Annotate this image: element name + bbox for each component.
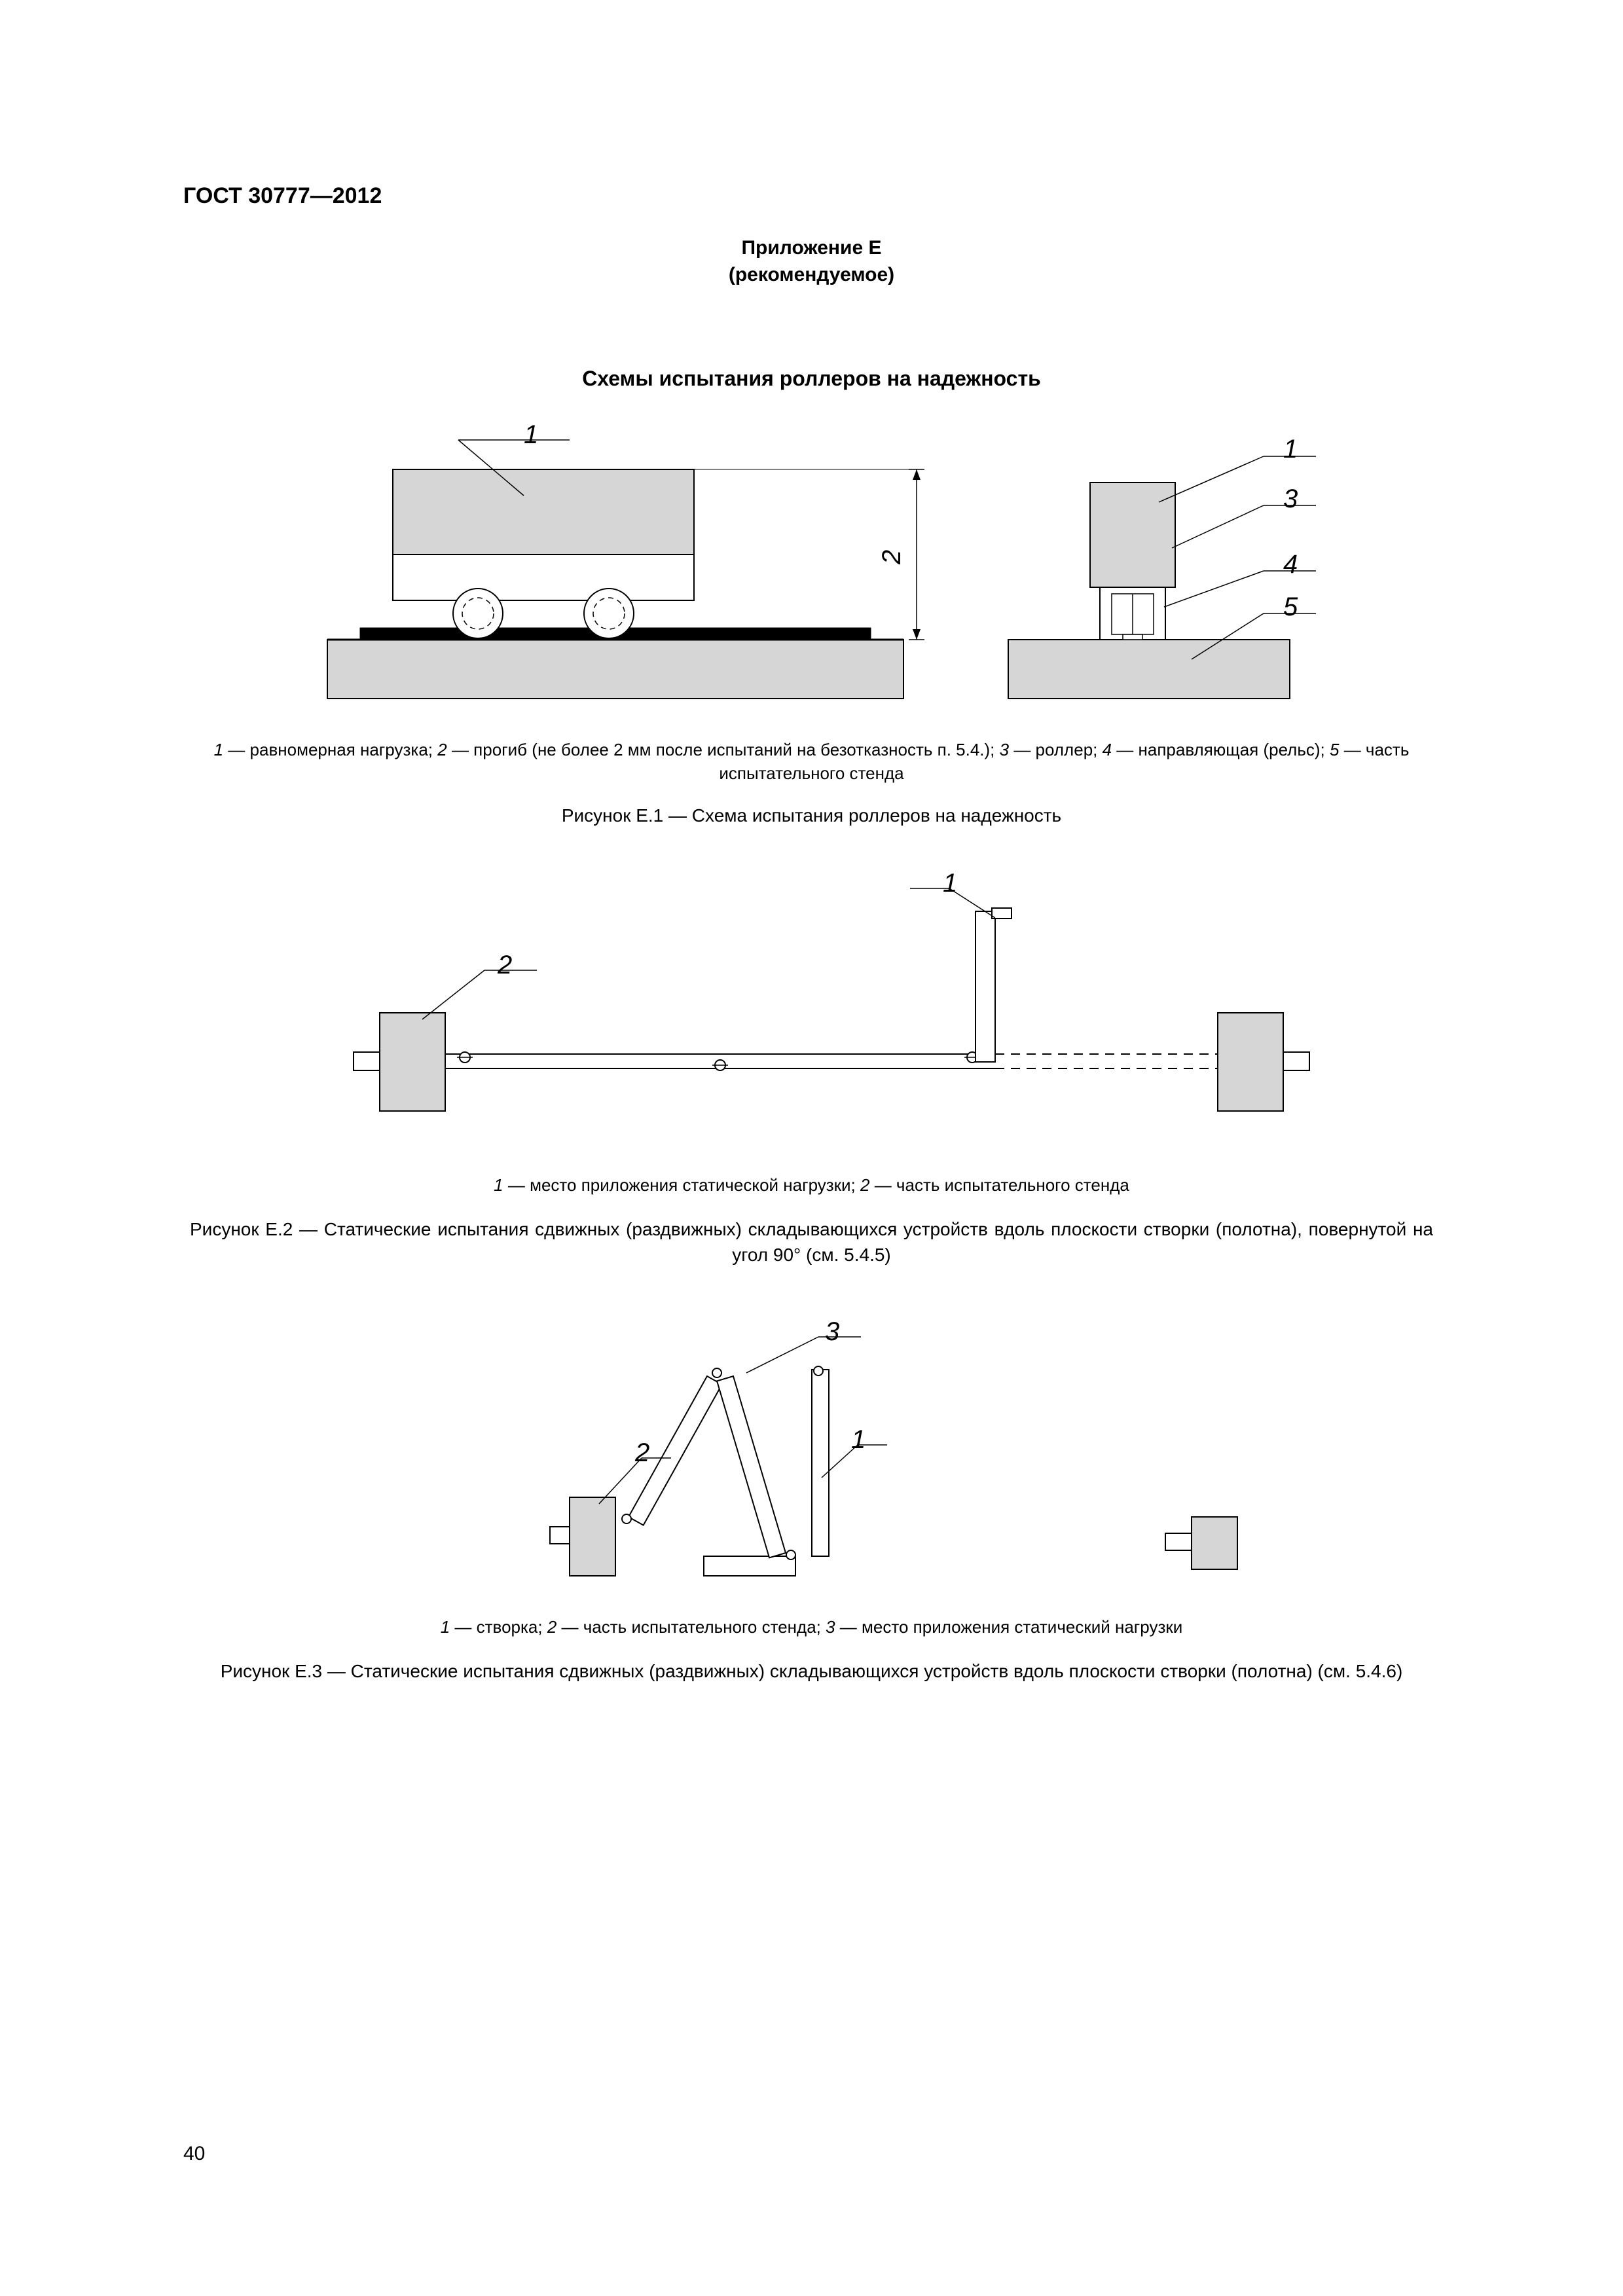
figure-e1-svg: 1 2 1 3 4 5 [288, 417, 1336, 718]
figure-e3-legend: 1 — створка; 2 — часть испытательного ст… [183, 1615, 1440, 1639]
svg-text:3: 3 [825, 1317, 839, 1346]
figure-e3-svg: 1 2 3 [288, 1307, 1336, 1595]
figure-e2: 12 [183, 866, 1440, 1157]
figure-e1-caption: Рисунок Е.1 — Схема испытания роллеров н… [183, 805, 1440, 826]
svg-text:1: 1 [1283, 435, 1298, 464]
figure-e3-block: 1 2 3 1 — створка; 2 — часть испытательног… [183, 1307, 1440, 1685]
figure-e3-caption: Рисунок Е.3 — Статические испытания сдви… [183, 1658, 1440, 1684]
appendix-label: Приложение Е [741, 237, 881, 259]
figure-e2-svg: 12 [288, 866, 1336, 1154]
document-id: ГОСТ 30777—2012 [183, 183, 1440, 209]
figure-e2-block: 12 1 — место приложения статической нагр… [183, 866, 1440, 1268]
svg-text:2: 2 [877, 550, 906, 565]
svg-text:2: 2 [497, 951, 512, 979]
figure-e2-caption: Рисунок Е.2 — Статические испытания сдви… [183, 1216, 1440, 1267]
svg-text:1: 1 [851, 1425, 866, 1454]
appendix-type: (рекомендуемое) [729, 264, 894, 285]
section-title: Схемы испытания роллеров на надежность [183, 367, 1440, 391]
appendix-title: Приложение Е (рекомендуемое) [183, 235, 1440, 288]
figure-e1: 1 2 1 3 4 5 [183, 417, 1440, 721]
figure-e2-legend: 1 — место приложения статической нагрузк… [183, 1173, 1440, 1197]
figure-e1-legend: 1 — равномерная нагрузка; 2 — прогиб (не… [183, 738, 1440, 786]
svg-text:4: 4 [1283, 550, 1298, 579]
svg-text:3: 3 [1283, 484, 1298, 513]
page: ГОСТ 30777—2012 Приложение Е (рекомендуе… [0, 0, 1623, 2296]
svg-text:1: 1 [524, 420, 538, 449]
figure-e1-block: 1 2 1 3 4 5 1 — равномерная нагрузка; 2 — про… [183, 417, 1440, 826]
svg-text:1: 1 [943, 869, 957, 898]
svg-text:5: 5 [1283, 592, 1298, 621]
figure-e3: 1 2 3 [183, 1307, 1440, 1599]
svg-text:2: 2 [634, 1438, 649, 1467]
page-number: 40 [183, 2143, 205, 2165]
